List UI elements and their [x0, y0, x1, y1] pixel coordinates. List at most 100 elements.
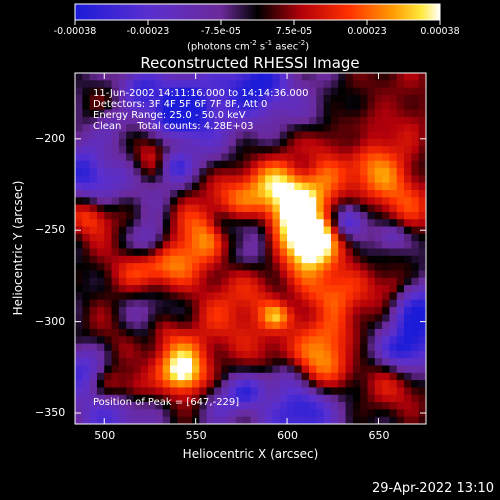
heatmap-cell — [170, 380, 178, 389]
heatmap-cell — [162, 263, 171, 272]
heatmap-cell — [345, 343, 354, 352]
heatmap-cell — [192, 358, 200, 367]
heatmap-cell — [323, 138, 332, 147]
heatmap-cell — [411, 255, 420, 264]
heatmap-cell — [118, 372, 127, 381]
heatmap-cell — [192, 350, 200, 359]
heatmap-cell — [133, 365, 142, 374]
heatmap-cell — [404, 314, 412, 323]
heatmap-cell — [235, 248, 244, 257]
heatmap-cell — [221, 168, 230, 176]
heatmap-cell — [287, 219, 295, 228]
heatmap-cell — [221, 402, 230, 410]
heatmap-cell — [352, 314, 361, 323]
heatmap-cell — [389, 138, 398, 147]
heatmap-cell — [96, 380, 105, 389]
heatmap-cell — [96, 307, 105, 315]
heatmap-cell — [213, 146, 222, 155]
heatmap-cell — [155, 285, 164, 293]
heatmap-cell — [140, 94, 149, 103]
peak-position-annotation: Position of Peak = [647,-229] — [93, 397, 240, 408]
heatmap-cell — [411, 102, 420, 111]
heatmap-cell — [352, 94, 361, 103]
heatmap-cell — [418, 343, 426, 352]
heatmap-cell — [367, 409, 376, 418]
heatmap-cell — [279, 350, 288, 359]
heatmap-cell — [360, 402, 369, 410]
heatmap-cell — [221, 380, 230, 389]
heatmap-cell — [287, 124, 295, 133]
heatmap-cell — [192, 146, 200, 155]
heatmap-cell — [396, 277, 405, 286]
heatmap-cell — [111, 211, 120, 220]
heatmap-cell — [396, 87, 405, 96]
heatmap-cell — [75, 372, 83, 381]
heatmap-cell — [323, 94, 332, 103]
heatmap-cell — [272, 343, 281, 352]
heatmap-cell — [111, 124, 120, 133]
x-axis-label: Heliocentric X (arcsec) — [182, 447, 319, 461]
heatmap-cell — [206, 160, 215, 169]
heatmap-cell — [184, 73, 193, 81]
heatmap-cell — [309, 314, 317, 323]
heatmap-cell — [82, 409, 91, 418]
heatmap-cell — [133, 153, 142, 162]
heatmap-cell — [330, 73, 339, 81]
heatmap-cell — [382, 255, 391, 264]
heatmap-cell — [352, 109, 361, 118]
heatmap-cell — [338, 387, 347, 396]
heatmap-cell — [228, 116, 237, 125]
heatmap-cell — [272, 168, 281, 176]
heatmap-cell — [133, 160, 142, 169]
heatmap-cell — [345, 131, 354, 140]
heatmap-cell — [155, 153, 164, 162]
heatmap-cell — [323, 226, 332, 235]
heatmap-cell — [162, 307, 171, 315]
heatmap-cell — [126, 372, 135, 381]
heatmap-cell — [118, 328, 127, 337]
heatmap-cell — [265, 153, 274, 162]
heatmap-cell — [199, 80, 208, 89]
heatmap-cell — [82, 358, 91, 367]
heatmap-cell — [316, 365, 325, 374]
heatmap-cell — [155, 80, 164, 89]
heatmap-cell — [389, 255, 398, 264]
heatmap-cell — [345, 190, 354, 198]
heatmap-cell — [250, 197, 259, 206]
heatmap-cell — [265, 233, 274, 242]
heatmap-cell — [345, 402, 354, 410]
heatmap-cell — [360, 350, 369, 359]
heatmap-cell — [162, 131, 171, 140]
heatmap-cell — [118, 416, 127, 424]
heatmap-cell — [309, 116, 317, 125]
heatmap-cell — [148, 233, 157, 242]
heatmap-cell — [374, 168, 383, 176]
heatmap-cell — [148, 190, 157, 198]
heatmap-cell — [148, 255, 157, 264]
heatmap-cell — [360, 102, 369, 111]
heatmap-cell — [75, 299, 83, 308]
heatmap-cell — [272, 307, 281, 315]
heatmap-cell — [323, 350, 332, 359]
heatmap-cell — [192, 80, 200, 89]
heatmap-cell — [272, 358, 281, 367]
heatmap-cell — [170, 146, 178, 155]
heatmap-cell — [221, 314, 230, 323]
heatmap-cell — [389, 109, 398, 118]
heatmap-cell — [257, 372, 266, 381]
heatmap-cell — [389, 307, 398, 315]
heatmap-cell — [148, 307, 157, 315]
heatmap-cell — [396, 350, 405, 359]
heatmap-cell — [279, 182, 288, 191]
heatmap-cell — [382, 394, 391, 403]
heatmap-cell — [162, 233, 171, 242]
heatmap-cell — [374, 80, 383, 89]
heatmap-cell — [382, 226, 391, 235]
heatmap-cell — [206, 226, 215, 235]
heatmap-cell — [352, 197, 361, 206]
heatmap-cell — [89, 394, 98, 403]
heatmap-cell — [133, 190, 142, 198]
heatmap-cell — [243, 307, 252, 315]
heatmap-cell — [418, 175, 426, 184]
heatmap-cell — [389, 241, 398, 250]
